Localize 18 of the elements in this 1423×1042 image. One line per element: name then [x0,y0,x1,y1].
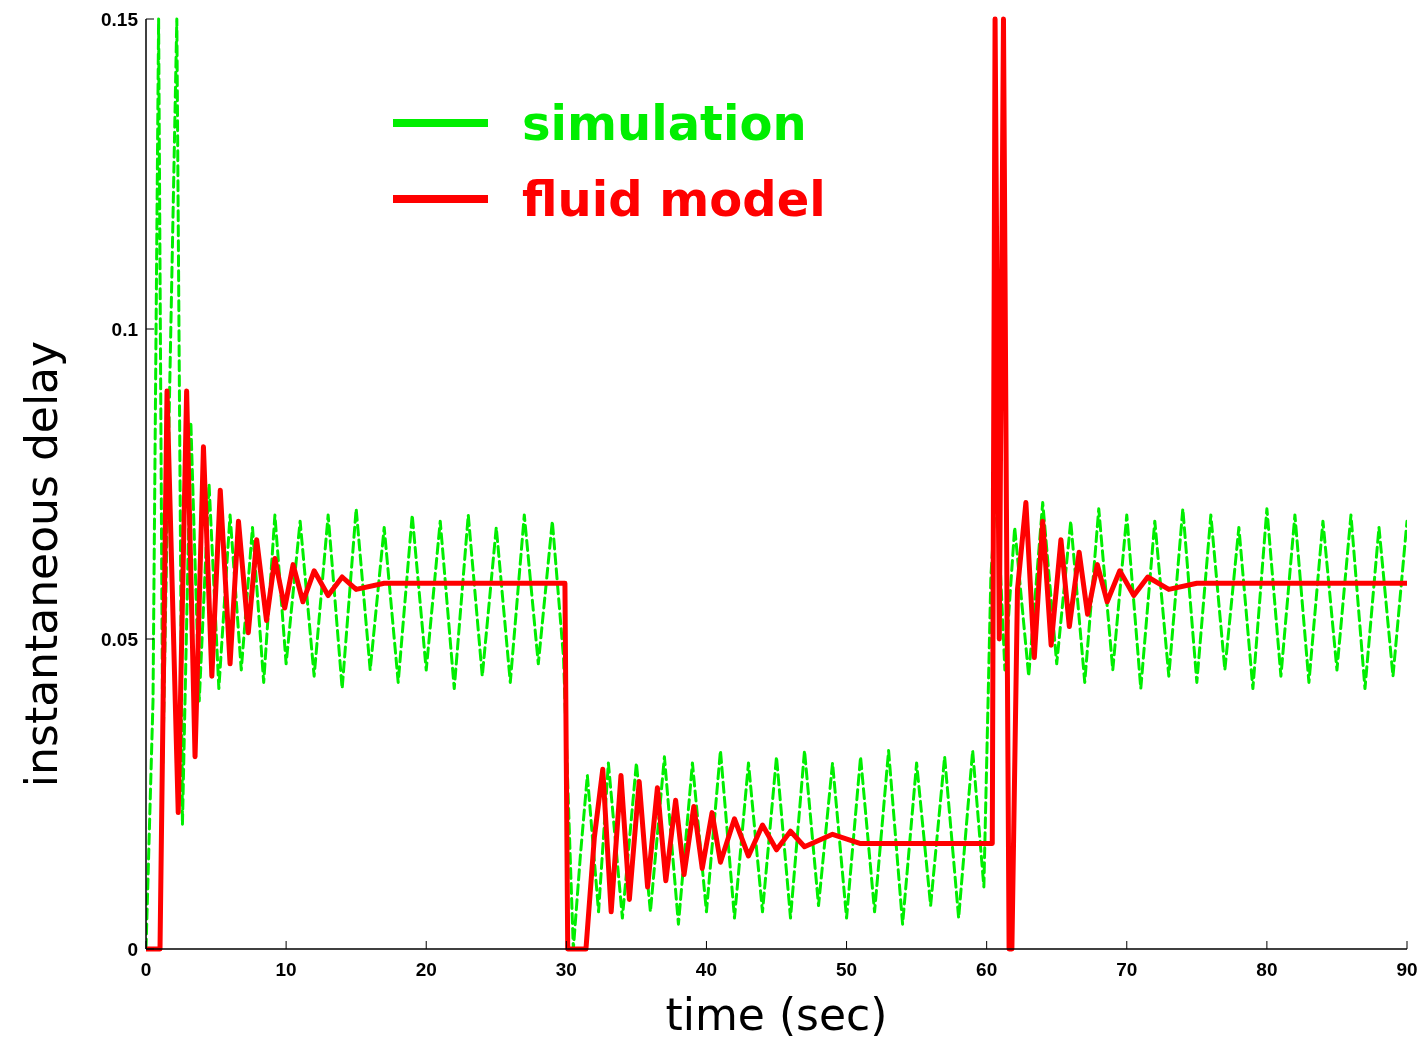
y-tick-label: 0.1 [111,318,139,340]
x-tick-label: 90 [1396,959,1418,980]
x-tick-label: 20 [415,959,437,980]
x-tick-label: 0 [140,959,152,980]
legend-label: simulation [522,94,807,151]
y-tick-label: 0.15 [101,8,139,30]
y-tick-label: 0.05 [101,628,139,650]
legend-label: fluid model [522,170,826,227]
x-tick-label: 50 [835,959,858,980]
x-tick-label: 80 [1256,959,1278,980]
x-tick-label: 30 [555,959,577,980]
y-axis-title: instantaneous delay [16,340,67,788]
x-tick-label: 70 [1116,959,1138,980]
x-tick-label: 60 [976,959,998,980]
y-tick-label: 0 [127,938,138,960]
x-axis-title: time (sec) [665,989,888,1040]
x-tick-label: 10 [275,959,297,980]
x-tick-label: 40 [695,959,718,980]
